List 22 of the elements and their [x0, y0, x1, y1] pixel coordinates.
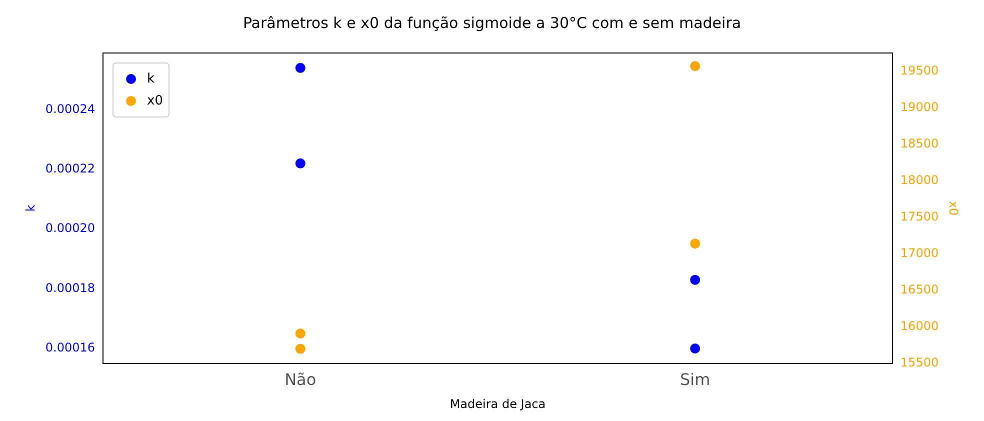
y-tick-label: 0.00018	[45, 280, 96, 295]
legend-label: k	[147, 71, 156, 86]
y-axis-title: k	[23, 204, 38, 212]
y-tick-label: 0.00024	[45, 102, 96, 116]
y2-tick-label: 19000	[900, 100, 939, 114]
y2-tick-label: 18500	[900, 136, 939, 150]
x-axis-title: Madeira de Jaca	[450, 396, 546, 411]
y2-tick-label: 17500	[900, 209, 939, 224]
y2-axis-title: x0	[946, 200, 961, 216]
x-tick-label: Não	[284, 370, 316, 390]
y2-tick-label: 17000	[900, 246, 939, 260]
chart-title: Parâmetros k e x0 da função sigmoide a 30°C com e sem madeira	[242, 14, 742, 32]
y2-tick-label: 16000	[900, 319, 939, 334]
legend-label: x0	[147, 93, 163, 108]
x-tick-label: Sim	[680, 370, 710, 390]
y-tick-label: 0.00016	[45, 340, 96, 355]
y-tick-label: 0.00020	[45, 221, 96, 236]
y-tick-label: 0.00022	[45, 162, 96, 176]
y2-tick-label: 15500	[900, 356, 939, 370]
y2-tick-label: 16500	[900, 282, 939, 296]
y2-tick-label: 19500	[900, 63, 939, 78]
y2-tick-label: 18000	[900, 172, 939, 187]
